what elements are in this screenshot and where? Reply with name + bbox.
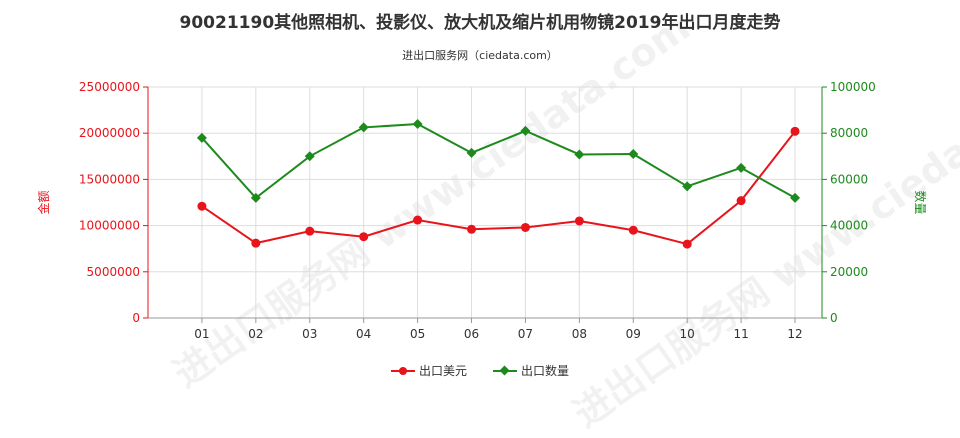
data-point-0	[628, 225, 638, 235]
x-axis-tick-label: 12	[787, 327, 802, 341]
left-axis-tick-label: 0	[132, 311, 140, 325]
data-point-0	[251, 238, 261, 248]
x-axis-tick-label: 03	[302, 327, 317, 341]
data-point-1	[520, 125, 531, 136]
data-point-0	[467, 224, 477, 234]
data-point-0	[736, 196, 746, 206]
legend-marker-export-qty	[493, 365, 517, 377]
right-axis-tick-label: 60000	[830, 172, 868, 186]
series-line-1	[201, 122, 796, 200]
chart-plot: 0 5000000 10000000 15000000 20000000 25000000…	[36, 80, 928, 341]
x-axis-tick-label: 09	[626, 327, 641, 341]
left-axis-tick-label: 15000000	[79, 172, 140, 186]
left-axis-tick-label: 20000000	[79, 126, 140, 140]
data-point-0	[682, 239, 692, 249]
legend: 出口美元 出口数量	[0, 362, 960, 379]
right-axis-tick-label: 40000	[830, 219, 868, 233]
right-axis-tick-label: 100000	[830, 80, 876, 94]
data-point-1	[790, 192, 801, 203]
right-axis-tick-label: 80000	[830, 126, 868, 140]
x-axis-tick-label: 10	[680, 327, 695, 341]
right-axis-label: 数量	[913, 190, 928, 214]
data-point-1	[412, 118, 423, 129]
right-axis-tick-label: 20000	[830, 265, 868, 279]
data-point-0	[359, 232, 369, 242]
data-point-0	[305, 226, 315, 236]
x-axis-tick-label: 04	[356, 327, 371, 341]
legend-label-export-usd: 出口美元	[418, 364, 467, 378]
x-axis-tick-label: 07	[518, 327, 533, 341]
data-point-1	[628, 148, 639, 159]
data-point-1	[304, 151, 315, 162]
x-axis-tick-label: 06	[464, 327, 479, 341]
x-axis-tick-label: 08	[572, 327, 587, 341]
x-axis-tick-label: 02	[248, 327, 263, 341]
data-point-0	[520, 222, 530, 232]
data-point-1	[736, 162, 747, 173]
data-point-1	[250, 192, 261, 203]
data-point-1	[358, 122, 369, 133]
left-axis-tick-label: 5000000	[87, 265, 140, 279]
data-point-0	[790, 126, 800, 136]
left-axis-label: 金额	[36, 190, 51, 214]
legend-item-export-usd[interactable]: 出口美元	[390, 362, 467, 379]
legend-marker-export-usd	[390, 365, 415, 377]
legend-label-export-qty: 出口数量	[521, 364, 570, 378]
data-point-0	[574, 216, 584, 226]
x-axis-tick-label: 11	[733, 327, 748, 341]
data-point-1	[574, 149, 585, 160]
x-axis-tick-label: 01	[194, 327, 209, 341]
data-point-1	[466, 147, 477, 158]
x-axis-tick-label: 05	[410, 327, 425, 341]
chart-title: 90021190其他照相机、投影仪、放大机及缩片机用物镜2019年出口月度走势	[179, 13, 781, 33]
left-axis-tick-label: 10000000	[79, 219, 140, 233]
right-axis-tick-label: 0	[830, 311, 838, 325]
series-line-0	[201, 130, 796, 246]
data-point-1	[196, 132, 207, 143]
legend-item-export-qty[interactable]: 出口数量	[493, 362, 569, 379]
left-axis-tick-label: 25000000	[79, 80, 140, 94]
data-point-0	[413, 215, 423, 225]
data-point-0	[197, 201, 207, 211]
data-point-1	[682, 181, 693, 192]
chart-subtitle: 进出口服务网（ciedata.com）	[402, 49, 558, 62]
